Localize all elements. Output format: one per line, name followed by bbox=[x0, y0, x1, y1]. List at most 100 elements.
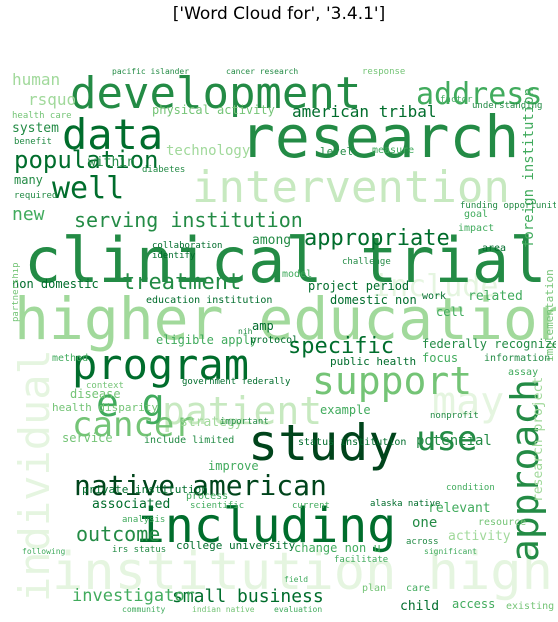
figure-title: ['Word Cloud for', '3.4.1'] bbox=[172, 4, 386, 24]
word-measure: measure bbox=[372, 145, 415, 156]
word-plan: plan bbox=[362, 583, 387, 594]
word-community: community bbox=[122, 605, 166, 614]
word-area: area bbox=[482, 243, 507, 254]
word-across: across bbox=[406, 537, 439, 547]
word-within: within bbox=[88, 155, 135, 170]
word-individual: individual bbox=[12, 349, 59, 602]
word-research: research bbox=[240, 103, 520, 171]
word-change-non-u: change non u bbox=[294, 541, 381, 555]
word-health-care: health care bbox=[12, 111, 72, 121]
word-identify: identify bbox=[152, 251, 196, 261]
word-native-american: native american bbox=[74, 469, 327, 502]
word-nonprofit: nonprofit bbox=[430, 411, 479, 421]
word-non-domestic: non domestic bbox=[12, 277, 99, 291]
word-physical-activity: physical activity bbox=[152, 103, 275, 117]
word-technology: technology bbox=[166, 143, 251, 159]
word-resource: resource bbox=[478, 517, 527, 528]
word-goal: goal bbox=[464, 209, 489, 220]
word-amp: amp bbox=[252, 319, 274, 333]
word-scientific: scientific bbox=[190, 501, 245, 511]
word-alaska-native: alaska native bbox=[370, 499, 441, 509]
word-population: population bbox=[14, 146, 159, 174]
word-irs-status: irs status bbox=[112, 545, 167, 555]
word-facilitate: facilitate bbox=[334, 555, 389, 565]
word-private-institution: private institution bbox=[82, 483, 208, 496]
word-level: level bbox=[320, 145, 354, 158]
word-improve: improve bbox=[208, 459, 259, 473]
word-example: example bbox=[320, 403, 371, 417]
word-focus: focus bbox=[422, 351, 459, 365]
word-well: well bbox=[52, 171, 125, 206]
word-public-health: public health bbox=[330, 355, 417, 368]
word-cancer: cancer bbox=[72, 405, 195, 445]
word-may: may bbox=[432, 379, 505, 425]
word-required: required bbox=[14, 191, 58, 201]
word-work: work bbox=[422, 291, 447, 302]
word-model: model bbox=[282, 269, 313, 280]
word-cloud: institution higher individual interventi… bbox=[12, 62, 556, 618]
word-collaboration: collaboration bbox=[152, 241, 223, 251]
word-understanding: understanding bbox=[472, 101, 543, 111]
word-specific: specific bbox=[288, 334, 394, 359]
word-clinical-trial: clinical trial bbox=[24, 224, 547, 297]
word-status-institution: status institution bbox=[298, 437, 407, 448]
word-associated: associated bbox=[92, 497, 171, 512]
word-government-federally: government federally bbox=[182, 377, 291, 387]
word-american-tribal: american tribal bbox=[292, 102, 437, 121]
word-new: new bbox=[12, 204, 45, 225]
word-pacific-islander: pacific islander bbox=[112, 67, 190, 76]
word-system: system bbox=[12, 121, 59, 136]
word-education-institution: education institution bbox=[146, 295, 273, 306]
word-small-business: small business bbox=[172, 586, 324, 607]
word-challenge: challenge bbox=[342, 257, 391, 267]
word-access: access bbox=[452, 597, 496, 611]
word-indian-native: indian native bbox=[192, 605, 255, 614]
word-current: current bbox=[292, 501, 330, 511]
word-address: address bbox=[416, 77, 543, 112]
word-information: information bbox=[484, 353, 551, 364]
word-program: program bbox=[72, 340, 250, 389]
word-intervention: intervention bbox=[192, 162, 510, 213]
word-method: method bbox=[52, 353, 89, 364]
word-higher-education: higher education bbox=[14, 285, 556, 353]
word-eligible-apply: eligible apply bbox=[156, 333, 258, 347]
word-process: process bbox=[186, 491, 229, 502]
word-following: following bbox=[22, 547, 66, 556]
word-use: use bbox=[416, 419, 478, 459]
word-potential: potential bbox=[416, 433, 492, 449]
word-response: response bbox=[362, 67, 406, 77]
word-study: study bbox=[248, 414, 399, 472]
word-condition: condition bbox=[446, 483, 495, 493]
word-foreign-institution: foreign institution bbox=[521, 87, 537, 248]
word-relevant: relevant bbox=[428, 501, 491, 516]
word-assay: assay bbox=[508, 367, 539, 378]
word-among: among bbox=[252, 233, 292, 248]
word-evaluation: evaluation bbox=[274, 605, 323, 614]
word-serving-institution: serving institution bbox=[74, 208, 303, 232]
word-strategy: strategy bbox=[180, 415, 243, 430]
word-significant: significant bbox=[424, 547, 477, 556]
word-existing: existing bbox=[506, 601, 555, 612]
word-include-limited: include limited bbox=[144, 435, 235, 446]
word-outcome: outcome bbox=[76, 522, 161, 546]
word-analysis: analysis bbox=[122, 515, 166, 525]
word-appropriate: appropriate bbox=[304, 226, 450, 251]
word-protocol: protocol bbox=[250, 335, 299, 346]
word-factor: factor bbox=[440, 95, 473, 105]
word-federally-recognized: federally recognized bbox=[422, 337, 556, 351]
word-context: context bbox=[86, 381, 124, 391]
word-e-g: e g bbox=[96, 381, 165, 425]
word-patient: patient bbox=[162, 389, 323, 433]
word-funding-opportunity: funding opportunity bbox=[460, 201, 556, 211]
word-cancer-research: cancer research bbox=[226, 67, 299, 76]
word-health-disparity: health disparity bbox=[52, 401, 158, 414]
word-project-period: project period bbox=[308, 279, 410, 293]
word-support: support bbox=[312, 359, 473, 403]
word-treatment: treatment bbox=[122, 270, 242, 295]
word-data: data bbox=[62, 110, 164, 159]
word-nih: nih bbox=[238, 327, 253, 336]
word-domestic-non: domestic non bbox=[330, 293, 417, 307]
word-investigator: investigator bbox=[72, 586, 195, 606]
word-many: many bbox=[14, 173, 43, 187]
word-institution-higher: institution higher bbox=[52, 542, 556, 602]
